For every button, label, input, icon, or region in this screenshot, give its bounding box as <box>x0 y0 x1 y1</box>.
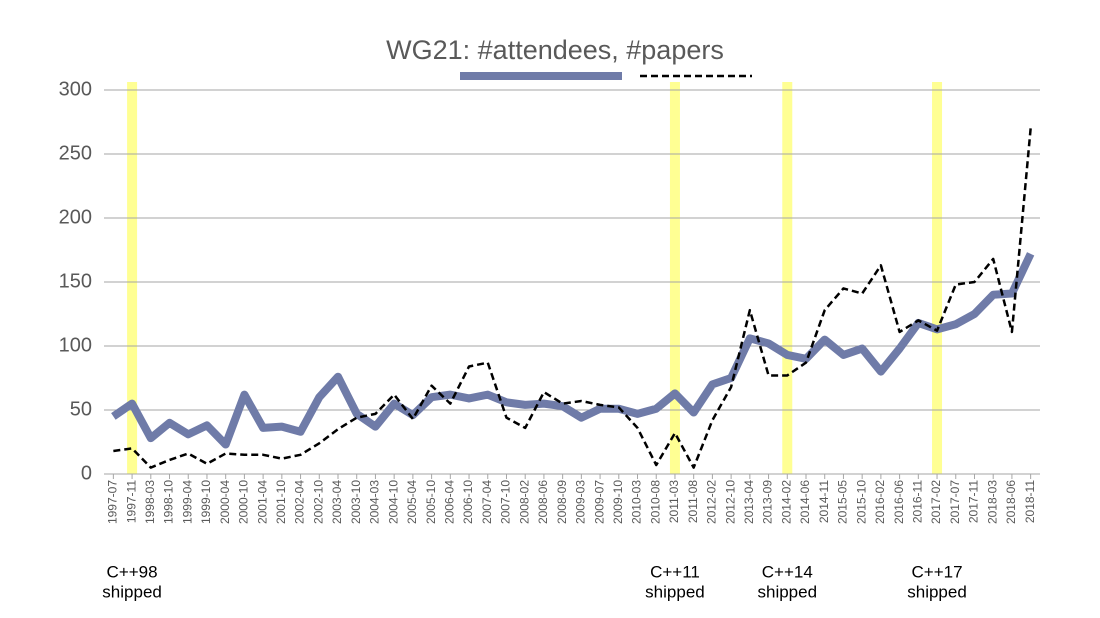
x-tick-label: 1997-07 <box>106 480 120 524</box>
x-tick-label: 2018-03 <box>985 480 999 524</box>
x-tick-label: 2005-10 <box>424 480 438 524</box>
chart-title: WG21: #attendees, #papers <box>386 35 724 65</box>
release-label: shipped <box>757 582 817 601</box>
x-tick-label: 2016-06 <box>892 480 906 524</box>
release-label: C++11 <box>650 562 700 581</box>
x-tick-label: 1999-10 <box>199 480 213 524</box>
x-tick-label: 1999-04 <box>180 480 194 524</box>
y-tick-label: 300 <box>59 78 92 100</box>
release-label: C++17 <box>912 562 963 581</box>
attendees-line <box>111 252 1035 449</box>
x-tick-label: 2016-11 <box>910 480 924 523</box>
x-tick-label: 2007-10 <box>499 480 513 524</box>
y-tick-label: 250 <box>59 142 92 164</box>
release-band <box>932 82 943 474</box>
y-tick-label: 50 <box>70 398 92 420</box>
release-label: shipped <box>102 582 162 601</box>
x-tick-label: 2003-10 <box>349 480 363 524</box>
papers-line <box>113 128 1032 469</box>
x-tick-label: 2010-03 <box>630 480 644 524</box>
x-tick-label: 2015-05 <box>836 480 850 524</box>
x-tick-label: 2014-06 <box>798 480 812 524</box>
x-tick-label: 2011-03 <box>667 480 681 523</box>
x-tick-label: 2005-04 <box>405 480 419 524</box>
x-tick-label: 2008-09 <box>555 480 569 524</box>
x-tick-label: 2002-04 <box>293 480 307 524</box>
release-label: C++14 <box>762 562 813 581</box>
x-tick-label: 2012-10 <box>723 480 737 524</box>
x-tick-label: 2009-10 <box>611 480 625 524</box>
x-tick-label: 2011-08 <box>686 480 700 523</box>
x-tick-label: 1997-11 <box>124 480 138 523</box>
x-tick-label: 2000-10 <box>237 480 251 524</box>
y-tick-label: 200 <box>59 206 92 228</box>
x-tick-label: 2006-10 <box>461 480 475 524</box>
x-tick-label: 2008-06 <box>536 480 550 524</box>
y-tick-label: 100 <box>59 334 92 356</box>
x-tick-label: 2018-11 <box>1023 480 1037 523</box>
release-band <box>782 82 793 474</box>
release-label: shipped <box>645 582 705 601</box>
x-tick-label: 2003-04 <box>330 480 344 524</box>
x-tick-label: 1998-10 <box>162 480 176 524</box>
x-tick-label: 2017-02 <box>929 480 943 524</box>
x-tick-label: 2001-10 <box>274 480 288 524</box>
x-tick-label: 2006-04 <box>442 480 456 524</box>
x-tick-label: 2013-04 <box>742 480 756 524</box>
x-tick-label: 2007-04 <box>480 480 494 524</box>
release-band <box>669 82 680 474</box>
x-tick-label: 2008-02 <box>517 480 531 524</box>
x-tick-label: 2010-08 <box>648 480 662 524</box>
x-tick-label: 2015-10 <box>854 480 868 524</box>
x-tick-label: 2014-02 <box>779 480 793 524</box>
x-tick-label: 2012-02 <box>705 480 719 524</box>
x-tick-label: 2009-07 <box>592 480 606 524</box>
x-tick-label: 2000-04 <box>218 480 232 524</box>
release-band <box>127 82 138 474</box>
x-tick-label: 2004-03 <box>368 480 382 524</box>
x-tick-label: 2017-07 <box>948 480 962 524</box>
x-tick-label: 2018-06 <box>1004 480 1018 524</box>
release-label: shipped <box>907 582 967 601</box>
x-tick-label: 2013-09 <box>761 480 775 524</box>
x-tick-label: 2014-11 <box>817 480 831 523</box>
x-tick-label: 1998-03 <box>143 480 157 524</box>
x-tick-label: 2001-04 <box>255 480 269 524</box>
x-tick-label: 2009-03 <box>574 480 588 524</box>
x-tick-label: 2016-02 <box>873 480 887 524</box>
x-tick-label: 2002-10 <box>311 480 325 524</box>
y-tick-label: 0 <box>81 462 92 484</box>
x-tick-label: 2004-10 <box>386 480 400 524</box>
x-tick-label: 2017-11 <box>967 480 981 523</box>
y-tick-label: 150 <box>59 270 92 292</box>
release-label: C++98 <box>107 562 158 581</box>
